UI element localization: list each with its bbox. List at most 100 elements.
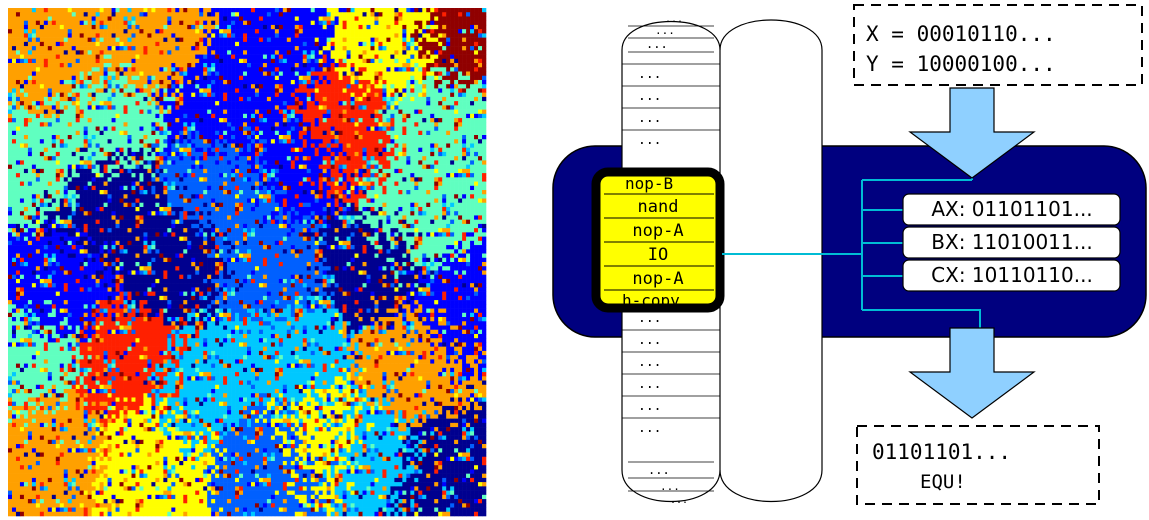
heatmap-cell: [139, 177, 144, 182]
heatmap-cell: [147, 160, 152, 165]
heatmap-cell: [286, 177, 292, 182]
heatmap-cell: [302, 75, 308, 81]
heatmap-cell: [103, 88, 108, 93]
heatmap-cell: [39, 67, 45, 72]
heatmap-cell: [95, 143, 100, 148]
heatmap-cell: [219, 113, 224, 119]
heatmap-cell: [159, 105, 164, 110]
heatmap-cell: [270, 160, 276, 165]
heatmap-cell: [434, 105, 439, 110]
heatmap-cell: [314, 113, 319, 119]
heatmap-cell: [131, 173, 136, 178]
heatmap-cell: [446, 164, 451, 170]
heatmap-cell: [11, 8, 17, 13]
heatmap-cell: [227, 126, 232, 132]
heatmap-cell: [231, 8, 236, 13]
heatmap-cell: [450, 96, 455, 102]
heatmap-cell: [458, 41, 463, 47]
heatmap-cell: [470, 164, 475, 170]
heatmap-cell: [354, 50, 359, 55]
heatmap-cell: [131, 160, 136, 165]
heatmap-cell: [83, 8, 88, 13]
heatmap-cell: [143, 71, 148, 77]
heatmap-cell: [346, 160, 351, 165]
heatmap-cell: [250, 164, 256, 170]
heatmap-cell: [258, 37, 264, 43]
heatmap-cell: [39, 156, 45, 161]
heatmap-cell: [398, 46, 403, 51]
heatmap-cell: [466, 164, 471, 170]
heatmap-cell: [151, 8, 156, 13]
heatmap-cell: [306, 20, 312, 26]
heatmap-cell: [223, 147, 228, 153]
heatmap-cell: [370, 41, 375, 47]
heatmap-cell: [346, 50, 351, 55]
heatmap-cell: [191, 16, 196, 21]
heatmap-cell: [155, 168, 160, 174]
heatmap-cell: [434, 67, 439, 72]
heatmap-cell: [390, 139, 395, 144]
heatmap-cell: [15, 12, 21, 17]
heatmap-cell: [426, 50, 431, 55]
heatmap-cell: [27, 118, 33, 123]
heatmap-cell: [87, 105, 92, 110]
heatmap-cell: [478, 118, 483, 123]
heatmap-cell: [274, 177, 280, 182]
heatmap-cell: [175, 156, 180, 161]
heatmap-cell: [418, 88, 423, 93]
heatmap-cell: [478, 50, 483, 55]
heatmap-cell: [354, 105, 359, 110]
heatmap-cell: [147, 67, 152, 72]
heatmap-cell: [478, 122, 483, 127]
heatmap-cell: [270, 41, 276, 47]
heatmap-cell: [250, 143, 256, 148]
heatmap-cell: [250, 96, 256, 102]
heatmap-cell: [342, 177, 347, 182]
heatmap-cell: [458, 24, 463, 30]
heatmap-cell: [107, 126, 112, 132]
heatmap-cell: [386, 151, 391, 157]
heatmap-cell: [27, 12, 33, 17]
heatmap-cell: [370, 63, 375, 68]
heatmap-cell: [215, 63, 220, 68]
heatmap-cell: [179, 67, 184, 72]
heatmap-cell: [51, 63, 57, 68]
heatmap-cell: [187, 177, 192, 182]
heatmap-cell: [434, 8, 439, 13]
heatmap-cell: [402, 156, 407, 161]
heatmap-cell: [179, 46, 184, 51]
heatmap-cell: [31, 168, 37, 174]
heatmap-cell: [426, 58, 431, 64]
heatmap-cell: [127, 130, 132, 136]
heatmap-cell: [482, 118, 487, 123]
heatmap-cell: [458, 79, 463, 85]
heatmap-cell: [374, 33, 379, 38]
heatmap-cell: [406, 8, 411, 13]
heatmap-cell: [147, 96, 152, 102]
heatmap-cell: [35, 151, 41, 157]
heatmap-cell: [482, 151, 487, 157]
heatmap-cell: [434, 96, 439, 102]
heatmap-cell: [243, 173, 248, 178]
heatmap-cell: [290, 75, 296, 81]
heatmap-cell: [358, 122, 363, 127]
heatmap-cell: [334, 84, 339, 89]
heatmap-cell: [414, 109, 419, 115]
heatmap-cell: [51, 96, 57, 102]
heatmap-cell: [107, 109, 112, 115]
heatmap-cell: [67, 12, 73, 17]
heatmap-cell: [103, 156, 108, 161]
heatmap-cell: [394, 88, 399, 93]
heatmap-cell: [446, 50, 451, 55]
heatmap-cell: [95, 88, 100, 93]
heatmap-cell: [131, 67, 136, 72]
heatmap-cell: [362, 79, 367, 85]
heatmap-cell: [438, 160, 443, 165]
heatmap-cell: [406, 33, 411, 38]
heatmap-cell: [474, 118, 479, 123]
heatmap-cell: [310, 135, 316, 140]
heatmap-cell: [434, 92, 439, 98]
heatmap-cell: [394, 160, 399, 165]
heatmap-cell: [227, 181, 232, 187]
heatmap-cell: [474, 126, 479, 132]
